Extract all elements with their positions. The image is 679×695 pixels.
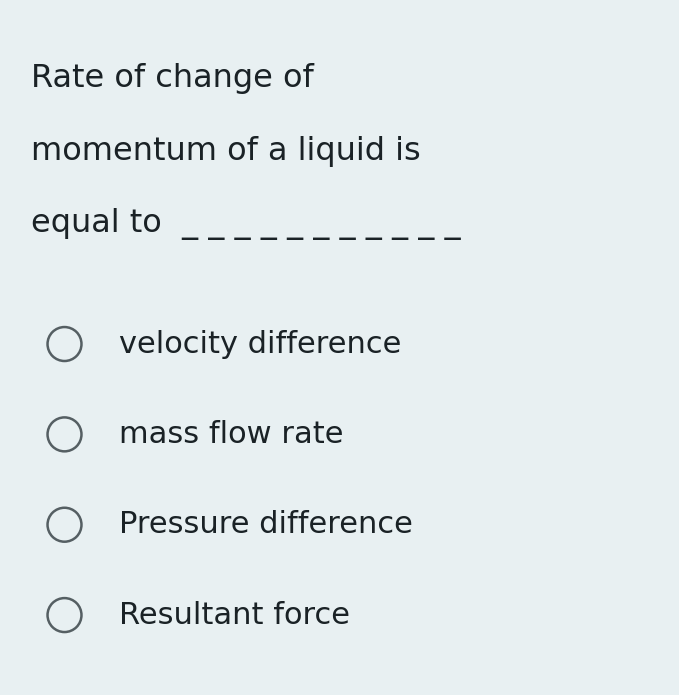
Text: mass flow rate: mass flow rate [119,420,344,449]
Text: equal to  _ _ _ _ _ _ _ _ _ _ _: equal to _ _ _ _ _ _ _ _ _ _ _ [31,208,460,240]
Text: momentum of a liquid is: momentum of a liquid is [31,136,420,167]
Text: Pressure difference: Pressure difference [119,510,413,539]
Text: velocity difference: velocity difference [119,329,401,359]
Text: Rate of change of: Rate of change of [31,63,313,94]
Text: Resultant force: Resultant force [119,600,350,630]
